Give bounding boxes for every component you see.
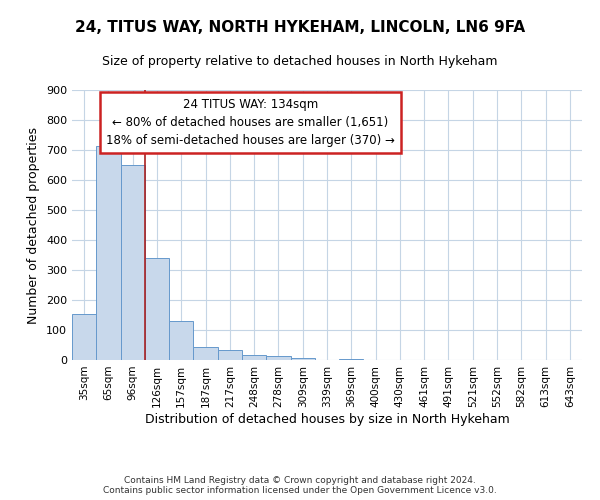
Bar [290, 358, 315, 360]
Text: 24 TITUS WAY: 134sqm
← 80% of detached houses are smaller (1,651)
18% of semi-de: 24 TITUS WAY: 134sqm ← 80% of detached h… [106, 98, 395, 147]
Bar [193, 347, 218, 360]
Bar [218, 350, 242, 360]
Text: Contains HM Land Registry data © Crown copyright and database right 2024.
Contai: Contains HM Land Registry data © Crown c… [103, 476, 497, 495]
Bar [96, 146, 121, 360]
Bar [242, 355, 266, 360]
X-axis label: Distribution of detached houses by size in North Hykeham: Distribution of detached houses by size … [145, 412, 509, 426]
Bar [266, 356, 290, 360]
Y-axis label: Number of detached properties: Number of detached properties [28, 126, 40, 324]
Bar [339, 358, 364, 360]
Text: Size of property relative to detached houses in North Hykeham: Size of property relative to detached ho… [102, 55, 498, 68]
Bar [72, 314, 96, 360]
Bar [145, 258, 169, 360]
Bar [169, 321, 193, 360]
Text: 24, TITUS WAY, NORTH HYKEHAM, LINCOLN, LN6 9FA: 24, TITUS WAY, NORTH HYKEHAM, LINCOLN, L… [75, 20, 525, 35]
Bar [121, 165, 145, 360]
